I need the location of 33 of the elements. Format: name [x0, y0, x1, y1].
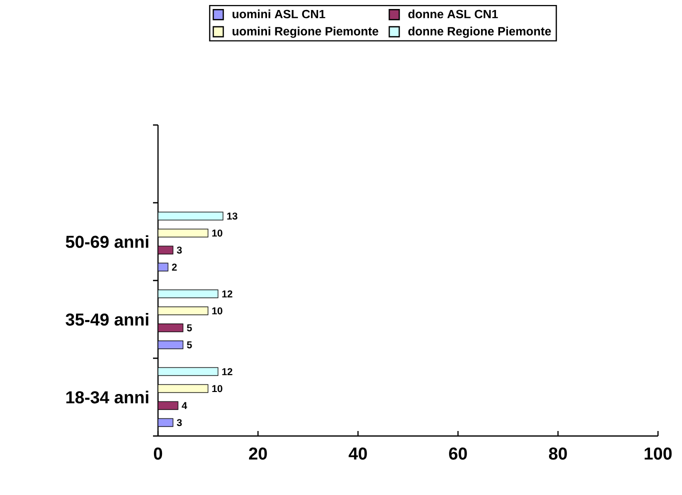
bar	[158, 228, 208, 238]
data-label: 5	[186, 341, 192, 348]
x-tick-label: 0	[154, 448, 162, 460]
data-label: 4	[182, 402, 188, 410]
bar	[158, 212, 224, 220]
data-label: 10	[212, 230, 222, 237]
legend-label: uomini ASL CN1	[232, 10, 326, 18]
data-label: 10	[212, 307, 222, 314]
data-label: 3	[176, 419, 182, 426]
data-label: 12	[222, 290, 232, 298]
y-tick-label: 35-49 anni	[66, 313, 148, 326]
bar	[158, 367, 218, 376]
data-label: 12	[222, 368, 232, 376]
bar	[158, 324, 184, 332]
data-label: 2	[172, 264, 177, 271]
x-tick-label: 60	[449, 448, 467, 460]
data-label: 10	[212, 385, 222, 392]
bar	[158, 306, 208, 316]
y-tick-label: 18-34 anni	[66, 390, 148, 404]
legend-label: uomini Regione Piemonte	[232, 26, 378, 38]
legend-label: donne Regione Piemonte	[408, 26, 551, 38]
bar	[158, 384, 208, 393]
legend-label: donne ASL CN1	[408, 10, 498, 18]
data-label: 13	[227, 212, 238, 220]
x-tick-label: 20	[249, 448, 267, 460]
x-tick-label: 100	[644, 448, 672, 460]
x-tick-label: 80	[548, 448, 567, 460]
data-label: 5	[186, 324, 192, 332]
data-label: 3	[176, 246, 182, 254]
x-tick-label: 40	[348, 448, 367, 460]
bar	[158, 340, 184, 350]
y-tick-label: 50-69 anni	[66, 235, 148, 248]
bar	[158, 290, 218, 298]
